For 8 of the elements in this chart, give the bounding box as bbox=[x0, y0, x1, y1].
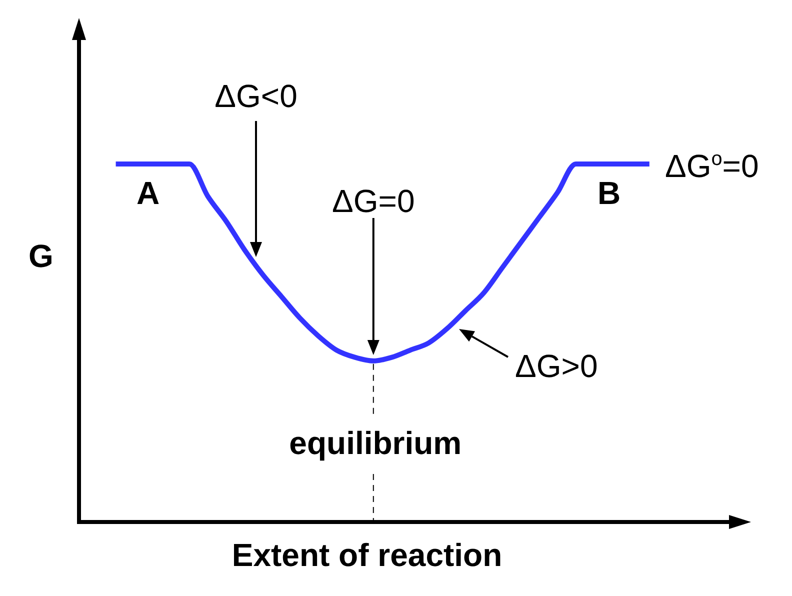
x-axis-title: Extent of reaction bbox=[232, 537, 502, 573]
y-axis-title: G bbox=[28, 238, 54, 274]
annotation: equilibrium bbox=[289, 424, 462, 461]
annotation: B bbox=[597, 175, 621, 211]
text: ΔG<0 bbox=[214, 78, 298, 114]
annotation: ΔG>0 bbox=[515, 348, 598, 384]
annotation: A bbox=[136, 175, 160, 211]
annotation: ΔG=0 bbox=[332, 183, 415, 219]
